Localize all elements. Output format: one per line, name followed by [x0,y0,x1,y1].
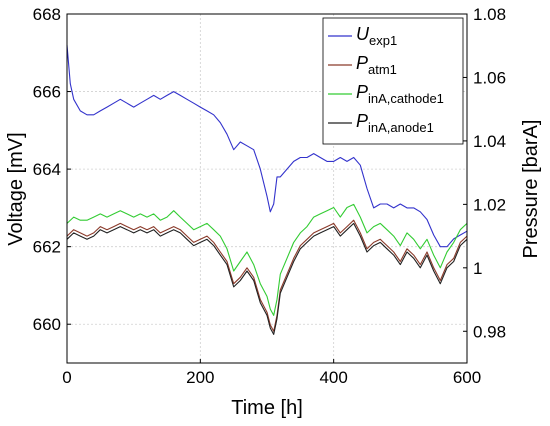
x-tick-label: 0 [62,368,71,387]
series-line-0 [66,44,468,248]
series-lines [66,44,468,335]
x-tick-label: 600 [453,368,481,387]
legend-name: P [356,111,368,131]
y-axis-right-label: Pressure [barA] [520,120,542,259]
y-right-tick-label: 1.08 [473,5,506,24]
y-right-tick-label: 1.06 [473,68,506,87]
legend-subscript: exp1 [369,33,397,48]
y-left-tick-label: 664 [33,160,61,179]
x-tick-label: 200 [186,368,214,387]
y-axis-left-label: Voltage [mV] [5,132,27,245]
y-left-tick-label: 666 [33,83,61,102]
y-right-tick-label: 0.98 [473,322,506,341]
x-axis-label: Time [h] [231,397,303,419]
legend-entry-1: Patm1 [356,53,397,77]
y-right-tick-label: 1 [473,259,482,278]
x-tick-label: 400 [319,368,347,387]
legend-name: U [356,24,370,44]
legend-name: P [356,53,368,73]
plot-frame [66,13,468,364]
y-right-tick-label: 1.02 [473,195,506,214]
y-left-tick-label: 662 [33,238,61,257]
series-line-1 [66,219,468,332]
legend-subscript: inA,anode1 [368,120,434,135]
legend-entry-3: PinA,anode1 [356,111,434,135]
y-right-tick-label: 1.04 [473,132,506,151]
ticks: 0 200 400 600 660 662 664 666 668 0.98 1 1.02 1.04 1.… [33,5,506,387]
legend-subscript: atm1 [368,62,397,77]
y-left-tick-label: 668 [33,5,61,24]
series-line-2 [66,203,468,316]
legend-entry-2: PinA,cathode1 [356,82,444,106]
legend-entry-0: Uexp1 [356,24,397,48]
legend-subscript: inA,cathode1 [368,91,444,106]
y-left-tick-label: 660 [33,315,61,334]
series-line-3 [66,222,468,335]
legend-name: P [356,82,368,102]
